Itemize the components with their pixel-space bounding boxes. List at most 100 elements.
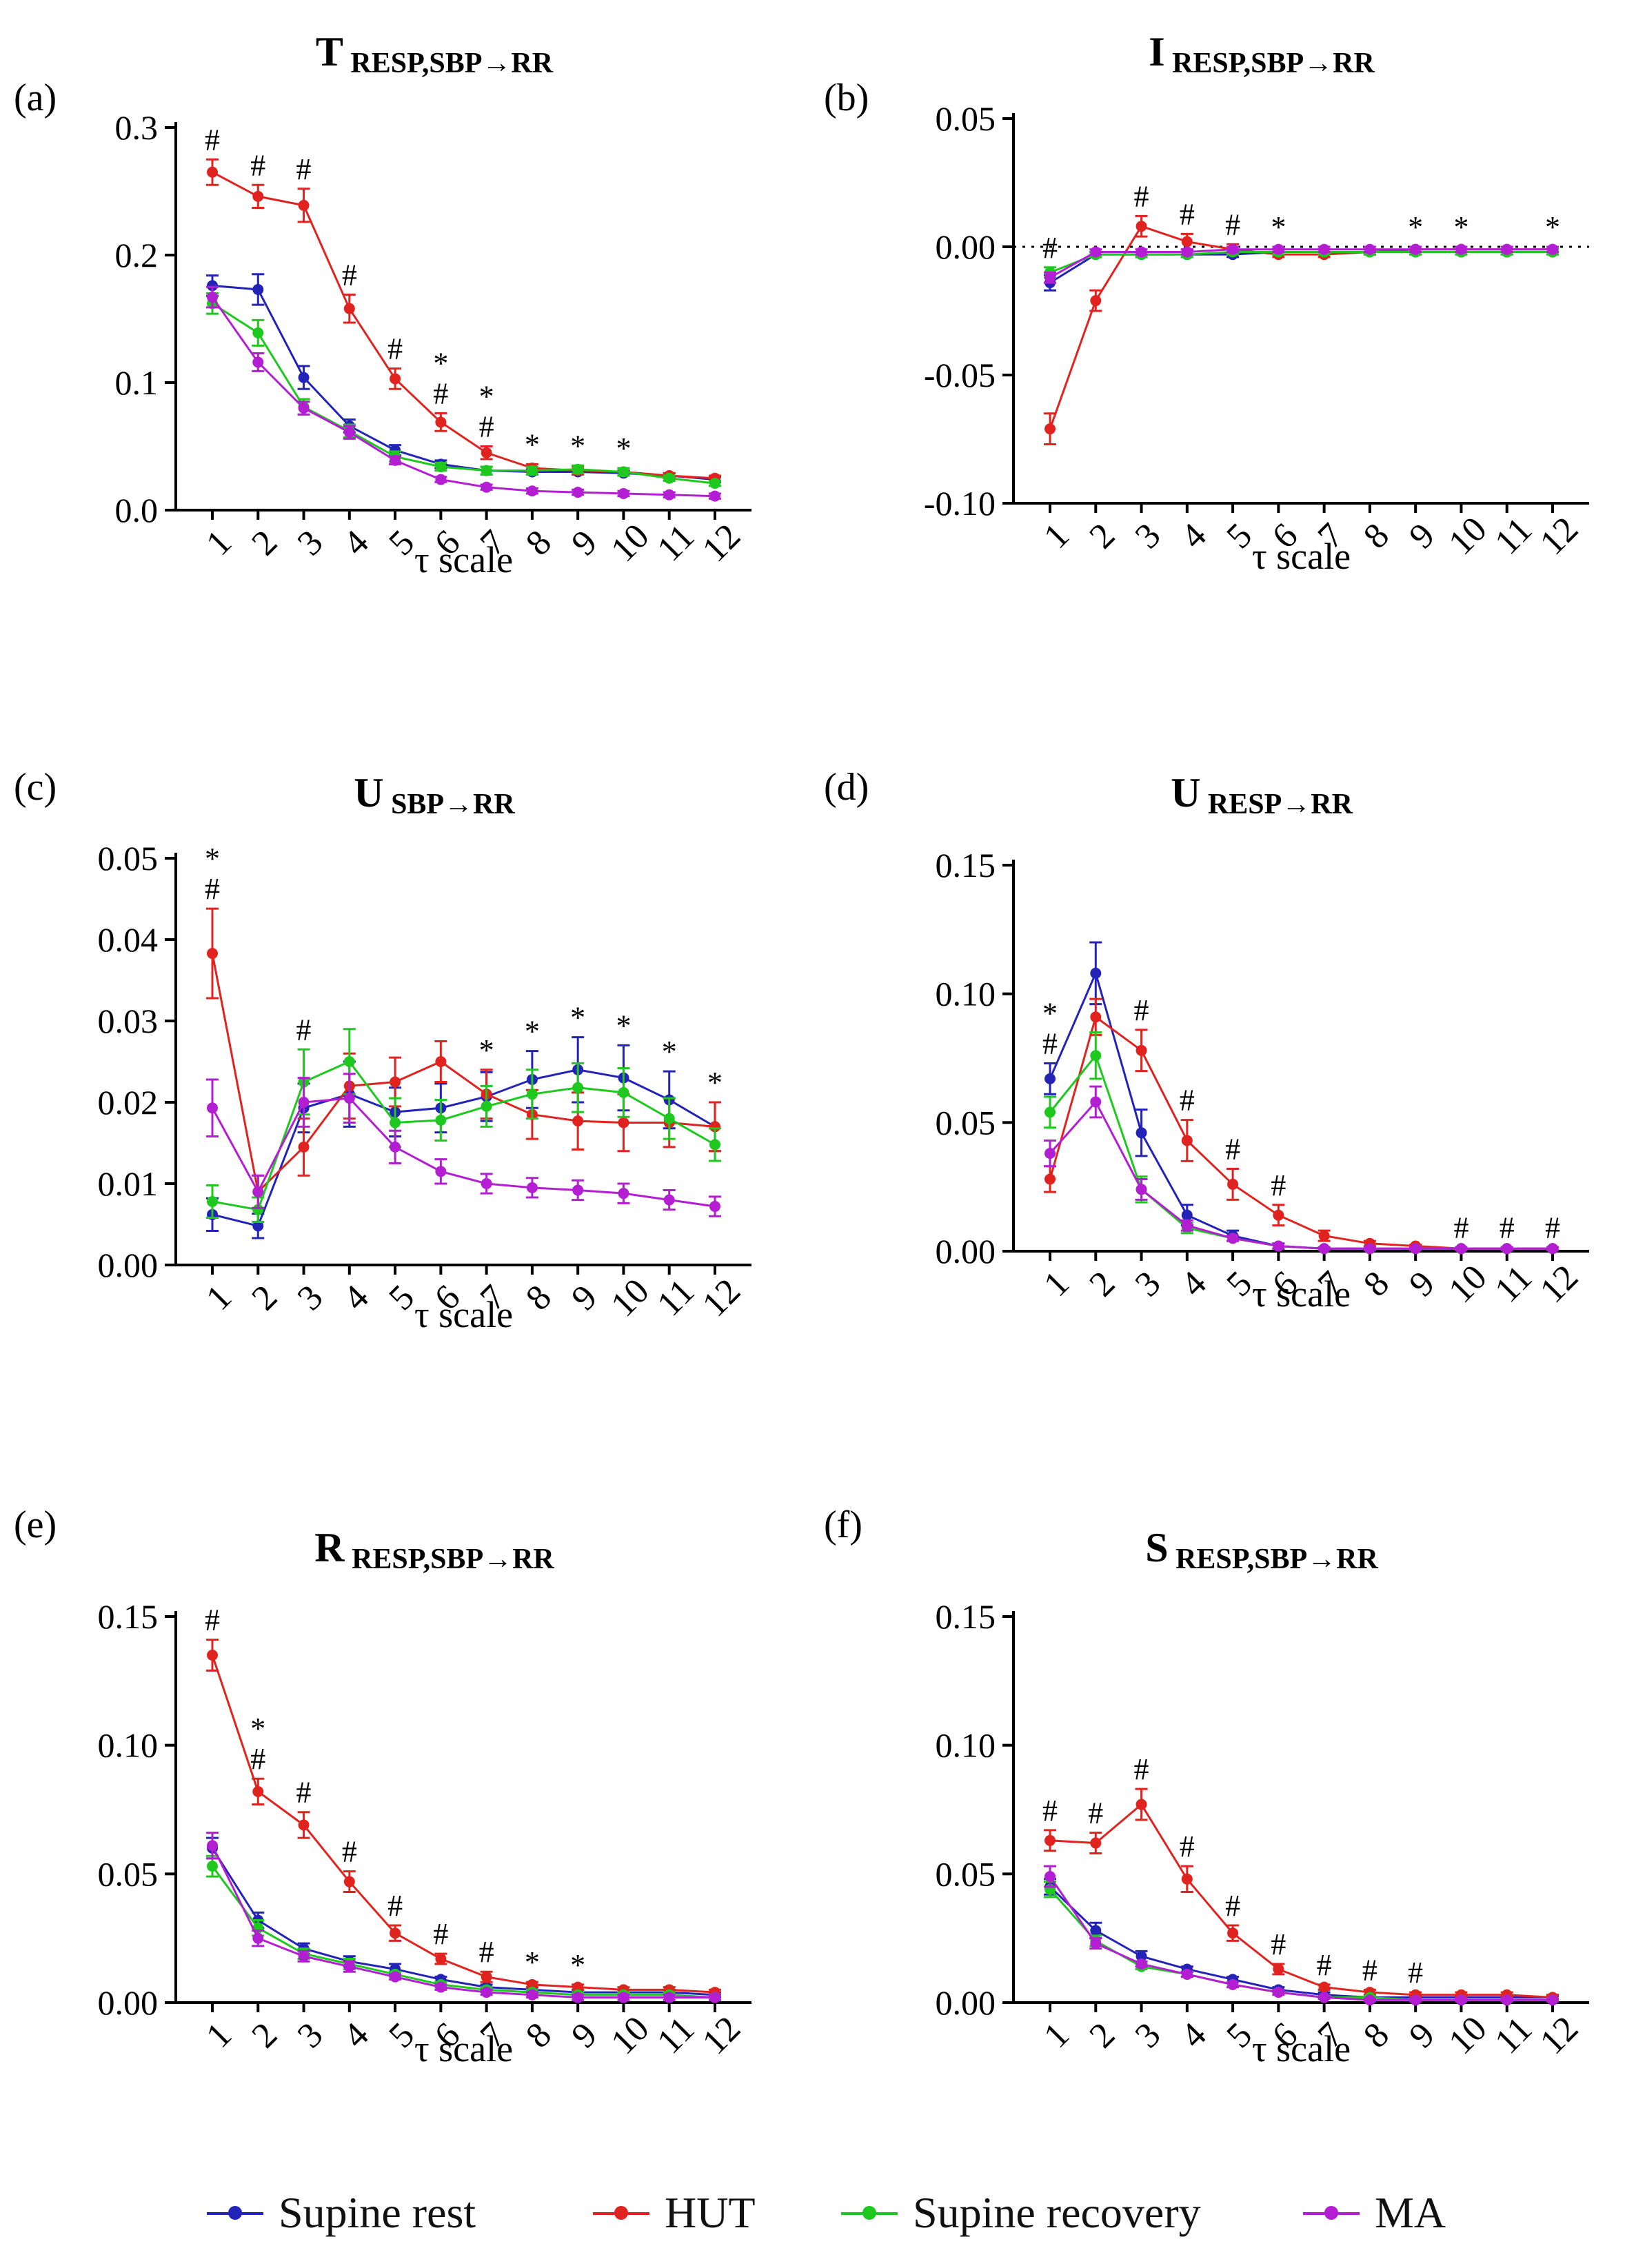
significance-mark-f-8: # bbox=[1408, 1956, 1423, 1989]
point-f-hut-3 bbox=[1181, 1873, 1193, 1885]
significance-mark-d-0: # bbox=[1042, 1026, 1058, 1060]
point-a-ma-2 bbox=[298, 403, 310, 414]
significance-mark-e-1: # bbox=[250, 1742, 265, 1776]
panel-label-c: (c) bbox=[14, 766, 57, 809]
series-d-ma bbox=[1044, 1085, 1559, 1255]
point-d-hut-6 bbox=[1318, 1230, 1330, 1242]
x-tick-label-a-0: 1 bbox=[199, 523, 239, 563]
point-e-ma-6 bbox=[481, 1987, 492, 1998]
point-d-ma-3 bbox=[1181, 1219, 1193, 1231]
point-b-ma-0 bbox=[1044, 272, 1056, 283]
point-e-ma-8 bbox=[572, 1992, 584, 2003]
point-a-supine-recovery-5 bbox=[435, 461, 447, 473]
x-tick-label-f-7: 8 bbox=[1356, 2015, 1397, 2056]
significance-mark-b-1: # bbox=[1134, 179, 1149, 213]
point-d-supine-rest-1 bbox=[1090, 967, 1102, 979]
x-tick-label-c-3: 4 bbox=[336, 1277, 376, 1318]
point-c-hut-9 bbox=[618, 1117, 629, 1128]
significance-mark-b-7: * bbox=[1545, 210, 1560, 244]
y-tick-label-d-3: 0.15 bbox=[936, 846, 996, 884]
series-a-supine-rest bbox=[206, 273, 721, 485]
point-d-ma-10 bbox=[1501, 1243, 1513, 1255]
series-b-supine-rest bbox=[1044, 246, 1559, 292]
significance-mark-f-1: # bbox=[1088, 1796, 1103, 1830]
significance-mark-f-3: # bbox=[1180, 1830, 1195, 1863]
x-tick-label-b-2: 3 bbox=[1128, 516, 1169, 556]
series-line-b-supine-recovery bbox=[1049, 250, 1553, 274]
point-e-hut-8 bbox=[572, 1981, 584, 1993]
point-b-ma-1 bbox=[1090, 246, 1102, 258]
point-f-hut-4 bbox=[1227, 1927, 1239, 1939]
panel-title-e: R RESP,SBP→RR bbox=[314, 1525, 554, 1575]
y-tick-label-f-1: 0.05 bbox=[936, 1854, 996, 1893]
significance-mark-f-6: # bbox=[1317, 1948, 1332, 1982]
significance-mark-e-4: # bbox=[342, 1835, 357, 1869]
point-e-hut-2 bbox=[298, 1819, 310, 1831]
point-e-ma-3 bbox=[343, 1961, 355, 1972]
series-f-supine-rest bbox=[1044, 1878, 1559, 2003]
x-tick-label-c-10: 11 bbox=[650, 1272, 703, 1324]
x-axis-label-f: τ scale bbox=[1252, 2028, 1351, 2069]
point-f-hut-2 bbox=[1136, 1799, 1147, 1810]
y-tick-label-a-1: 0.1 bbox=[115, 363, 159, 402]
x-tick-label-a-1: 2 bbox=[245, 523, 285, 563]
point-f-ma-3 bbox=[1181, 1968, 1193, 1980]
x-tick-label-f-0: 1 bbox=[1036, 2015, 1077, 2056]
point-d-ma-0 bbox=[1044, 1148, 1056, 1160]
point-c-ma-4 bbox=[390, 1141, 401, 1153]
series-f-hut bbox=[1044, 1788, 1559, 2003]
x-tick-label-b-1: 2 bbox=[1082, 516, 1123, 556]
point-d-ma-9 bbox=[1455, 1243, 1467, 1255]
point-e-supine-recovery-0 bbox=[207, 1861, 219, 1872]
y-tick-label-a-3: 0.3 bbox=[115, 108, 159, 147]
x-tick-label-d-0: 1 bbox=[1036, 1264, 1077, 1304]
point-d-hut-4 bbox=[1227, 1178, 1239, 1190]
panel-title-c: U SBP→RR bbox=[354, 770, 515, 820]
point-d-supine-recovery-1 bbox=[1090, 1050, 1102, 1062]
point-e-ma-7 bbox=[526, 1989, 538, 2001]
panel-title-main-a: T bbox=[316, 29, 343, 74]
point-a-supine-recovery-10 bbox=[663, 472, 675, 484]
point-b-ma-7 bbox=[1364, 243, 1375, 255]
significance-mark-d-5: # bbox=[1271, 1168, 1286, 1202]
point-e-ma-4 bbox=[390, 1971, 401, 1983]
panel-label-a: (a) bbox=[14, 77, 57, 119]
y-tick-label-e-2: 0.10 bbox=[98, 1726, 159, 1765]
panel-label-f: (f) bbox=[824, 1503, 862, 1546]
y-tick-label-b-3: 0.05 bbox=[936, 99, 996, 138]
point-b-hut-0 bbox=[1044, 423, 1056, 435]
x-tick-label-a-9: 10 bbox=[604, 516, 657, 569]
panel-title-a: T RESP,SBP→RR bbox=[316, 29, 554, 79]
series-line-b-hut bbox=[1049, 225, 1553, 429]
point-f-ma-6 bbox=[1318, 1992, 1330, 2003]
legend-dot-hut bbox=[614, 2206, 628, 2220]
series-e-supine-rest bbox=[206, 1836, 721, 2001]
series-line-c-ma bbox=[211, 1097, 716, 1208]
panel-label-b: (b) bbox=[824, 77, 869, 119]
panel-a: (a)T RESP,SBP→RR0.00.10.20.31 2 3 4 5 6 7 8 9101… bbox=[14, 29, 751, 580]
point-c-ma-9 bbox=[618, 1188, 629, 1199]
y-tick-label-c-2: 0.02 bbox=[98, 1083, 159, 1122]
point-f-ma-2 bbox=[1136, 1958, 1147, 1970]
legend-dot-supine-rest bbox=[228, 2206, 242, 2220]
point-f-hut-5 bbox=[1273, 1963, 1284, 1975]
series-line-a-ma bbox=[211, 296, 716, 498]
point-a-ma-3 bbox=[343, 427, 355, 438]
point-e-hut-6 bbox=[481, 1971, 492, 1983]
point-c-hut-0 bbox=[207, 948, 219, 960]
legend-dot-supine-recovery bbox=[862, 2206, 876, 2220]
significance-mark-a-4: # bbox=[387, 332, 403, 366]
point-d-supine-recovery-0 bbox=[1044, 1106, 1056, 1118]
significance-mark-c-7: * bbox=[662, 1035, 677, 1069]
point-b-ma-10 bbox=[1501, 243, 1513, 255]
point-c-supine-recovery-4 bbox=[390, 1117, 401, 1128]
point-f-ma-0 bbox=[1044, 1871, 1056, 1883]
significance-mark-c-0: # bbox=[205, 872, 220, 906]
point-a-ma-11 bbox=[709, 490, 720, 502]
x-tick-label-e-7: 8 bbox=[518, 2015, 559, 2056]
point-d-ma-1 bbox=[1090, 1096, 1102, 1108]
series-line-f-supine-recovery bbox=[1049, 1888, 1553, 2001]
point-a-ma-6 bbox=[481, 481, 492, 493]
series-line-d-hut bbox=[1049, 1015, 1553, 1250]
series-line-c-hut bbox=[211, 953, 716, 1194]
